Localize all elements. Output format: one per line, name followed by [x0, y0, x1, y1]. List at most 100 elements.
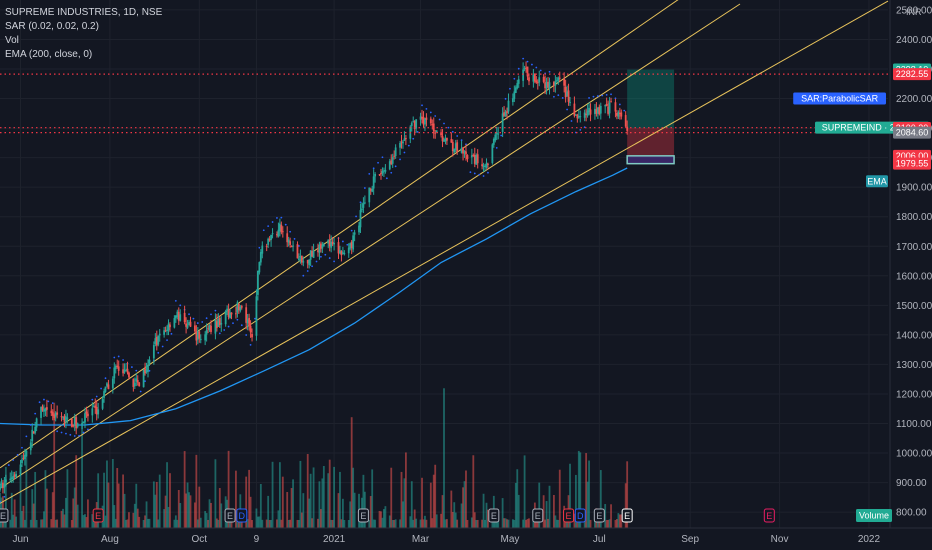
candle-body: [554, 81, 557, 86]
event-marker-text: E: [535, 511, 541, 521]
volume-bar: [391, 520, 394, 528]
event-marker-box: [224, 508, 236, 523]
ema-indicator-label[interactable]: EMA (200, close, 0): [5, 49, 93, 60]
volume-bar: [607, 520, 610, 528]
candle-body: [547, 81, 549, 88]
volume-bar: [557, 519, 560, 528]
candle-body: [497, 133, 500, 135]
volume-bar: [599, 470, 602, 528]
event-marker-text: E: [596, 511, 602, 521]
volume-bar: [466, 519, 469, 528]
candle-body: [535, 80, 538, 83]
candle-body: [495, 132, 498, 135]
candle-body: [116, 365, 119, 368]
volume-bar: [390, 467, 393, 528]
volume-bar: [298, 520, 300, 528]
volume-bar: [60, 510, 63, 528]
event-marker-text: E: [0, 511, 6, 521]
volume-bar: [144, 515, 146, 528]
volume-bar: [287, 519, 290, 528]
candle-body: [50, 410, 53, 414]
price-tick-label: 800.00: [896, 508, 927, 519]
candle-body: [35, 418, 38, 428]
candle-body: [113, 367, 116, 379]
candle-body: [142, 369, 145, 388]
candle-body: [566, 91, 568, 96]
candle-body: [155, 336, 158, 346]
volume-bar: [87, 499, 89, 528]
volume-bar: [616, 519, 618, 528]
sar-dot: [504, 97, 507, 100]
event-marker[interactable]: E: [0, 508, 9, 523]
volume-bar: [353, 492, 356, 528]
candle-body: [32, 431, 35, 434]
price-tick-label: 1600.00: [896, 271, 932, 282]
volume-bar: [29, 519, 32, 528]
price-axis[interactable]: 800.00 900.00 1000.00 1100.00 1200.00 1300.00…: [889, 0, 932, 550]
event-marker[interactable]: E: [763, 508, 775, 523]
volume-indicator-label[interactable]: Vol: [5, 35, 19, 46]
channel-lines[interactable]: [0, 0, 889, 504]
candle-body: [271, 233, 274, 235]
event-marker[interactable]: D: [236, 508, 248, 523]
volume-bar: [573, 513, 576, 528]
candle-body: [545, 82, 548, 89]
candle-body: [158, 333, 161, 336]
candle-body: [24, 454, 26, 460]
candle-body: [494, 134, 497, 141]
volume-bar: [34, 471, 37, 528]
event-marker[interactable]: E: [357, 508, 369, 523]
volume-bar: [522, 519, 525, 528]
sar-dot: [91, 398, 94, 401]
candle-body: [410, 123, 413, 126]
volume-bar: [169, 473, 171, 528]
candle-body: [390, 160, 393, 165]
candle-body: [163, 330, 166, 335]
volume-bar: [107, 482, 110, 528]
candle-body: [577, 115, 580, 118]
event-marker-text: E: [624, 511, 630, 521]
event-marker[interactable]: E: [621, 508, 633, 523]
candle-body: [330, 241, 333, 248]
candle-body: [388, 161, 391, 170]
candle-body: [311, 250, 314, 257]
candle-body: [205, 330, 208, 335]
volume-bar: [525, 519, 527, 528]
candle-body: [337, 242, 340, 254]
volume-bar: [82, 515, 85, 528]
event-marker[interactable]: E: [224, 508, 236, 523]
candle-body: [306, 260, 309, 264]
symbol-title[interactable]: SUPREME INDUSTRIES, 1D, NSE: [5, 7, 163, 18]
volume-bar: [343, 519, 346, 528]
event-marker-text: E: [95, 511, 101, 521]
candle-body: [381, 171, 384, 174]
volume-bar: [440, 513, 442, 528]
event-marker[interactable]: E: [563, 508, 575, 523]
event-marker[interactable]: E: [92, 508, 104, 523]
candle-body: [574, 114, 577, 116]
sar-dot: [271, 221, 274, 223]
event-marker[interactable]: E: [593, 508, 605, 523]
time-axis[interactable]: Jun Aug Oct 9 2021 Mar May Jul Sep Nov 2022: [0, 527, 932, 545]
sar-indicator-label[interactable]: SAR (0.02, 0.02, 0.2): [5, 21, 99, 32]
volume-bar: [538, 482, 541, 528]
candle-body: [542, 76, 545, 82]
sar-dot: [522, 57, 525, 60]
event-marker[interactable]: E: [488, 508, 500, 523]
event-marker[interactable]: D: [574, 508, 586, 523]
candle-body: [528, 77, 530, 82]
volume-bar: [322, 465, 325, 528]
volume-bar: [579, 452, 582, 528]
candle-body: [424, 118, 426, 125]
event-marker[interactable]: E: [532, 508, 544, 523]
candle-body: [440, 132, 442, 136]
volume-bar: [526, 518, 529, 528]
long-position-tool[interactable]: [626, 69, 675, 165]
candle-body: [516, 83, 519, 89]
candle-body: [596, 107, 599, 114]
sar-dot: [495, 146, 498, 149]
candle-body: [405, 138, 407, 140]
volume-bar: [456, 519, 459, 528]
